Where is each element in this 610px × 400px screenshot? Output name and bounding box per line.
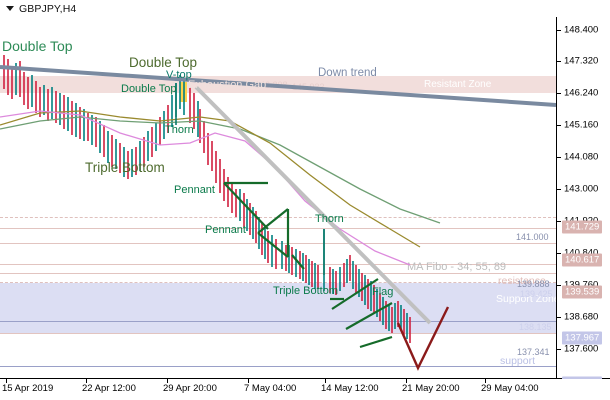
annotation-double-top-3: Double Top bbox=[121, 83, 177, 95]
price-tick bbox=[557, 221, 561, 222]
annotation-thorn-2: Thorn bbox=[315, 213, 344, 225]
time-tick-label: 29 May 04:00 bbox=[481, 383, 539, 394]
time-tick bbox=[406, 379, 407, 383]
price-tag[interactable]: 139.539 bbox=[562, 285, 603, 299]
price-tick bbox=[557, 189, 561, 190]
time-tick-label: 29 Apr 20:00 bbox=[163, 383, 217, 394]
price-tick bbox=[557, 349, 561, 350]
annotation-exhaustion-gap: Exhaustion Gap bbox=[188, 79, 267, 91]
annotation-flag: Flag bbox=[372, 286, 394, 298]
level-line-140617 bbox=[0, 243, 556, 244]
price-tick-label: 140.840 bbox=[564, 248, 598, 259]
level-label-141000: 141.000 bbox=[516, 232, 549, 242]
time-tick-label: 14 May 12:00 bbox=[321, 383, 379, 394]
price-tag[interactable]: 141.729 bbox=[562, 220, 603, 234]
ma-fibo-watermark: MA Fibo - 34; 55; 89 bbox=[407, 261, 507, 273]
symbol-label: GBPJPY,H4 bbox=[19, 2, 77, 15]
annotation-triple-bottom-2: Triple Bottom bbox=[273, 285, 339, 297]
time-tick-label: 22 Apr 12:00 bbox=[82, 383, 136, 394]
price-tick bbox=[557, 285, 561, 286]
ma-34-line bbox=[0, 116, 441, 224]
level-label-139425: 139.425 bbox=[520, 289, 553, 299]
annotation-triple-bottom-1: Triple Bottom bbox=[85, 160, 165, 175]
price-tick bbox=[557, 157, 561, 158]
time-tick bbox=[485, 379, 486, 383]
level-label-138135: 138.135 bbox=[519, 322, 552, 332]
time-tick-label: 7 May 04:00 bbox=[244, 383, 297, 394]
price-tick-label: 143.000 bbox=[564, 183, 599, 195]
price-tick bbox=[557, 125, 561, 126]
time-axis[interactable]: 15 Apr 2019 22 Apr 12:00 29 Apr 20:00 7 May… bbox=[0, 379, 610, 400]
price-tick bbox=[557, 317, 561, 318]
level-line-137967 bbox=[0, 321, 556, 322]
time-axis-line bbox=[0, 378, 610, 379]
price-tick-label: 148.400 bbox=[564, 24, 599, 36]
level-line-141729 bbox=[0, 228, 556, 229]
price-tag[interactable]: 140.617 bbox=[562, 253, 603, 267]
annotation-double-top-2: Double Top bbox=[129, 55, 198, 70]
annotation-thorn-1: Thorn bbox=[165, 124, 194, 136]
chevron-down-icon[interactable] bbox=[6, 6, 14, 11]
price-plot-area[interactable]: Resistant Zone Support Zone resistance s… bbox=[0, 17, 556, 378]
level-line-141000 bbox=[0, 217, 556, 218]
level-line-139425 bbox=[0, 282, 556, 283]
price-tick-label: 147.320 bbox=[564, 55, 599, 67]
price-tick-label: 144.080 bbox=[564, 151, 599, 163]
price-axis[interactable]: 148.400 147.320 146.240 145.160 144.080 143.0… bbox=[557, 17, 610, 390]
price-tick-label: 146.240 bbox=[564, 87, 599, 99]
level-line-136439 bbox=[0, 366, 556, 367]
resistance-side-label: resistance bbox=[498, 275, 546, 287]
time-tick-label: 21 May 20:00 bbox=[402, 383, 460, 394]
price-tick bbox=[557, 93, 561, 94]
price-tick-label: 139.760 bbox=[564, 280, 598, 291]
annotation-double-top-1: Double Top bbox=[2, 38, 73, 54]
price-tag[interactable]: 137.967 bbox=[562, 331, 603, 345]
level-line-139760 bbox=[0, 273, 556, 274]
price-tick-label: 137.600 bbox=[564, 343, 599, 355]
annotation-pennant-2: Pennant bbox=[205, 224, 246, 236]
level-label-145933: 145.933 bbox=[292, 82, 325, 92]
level-label-139888: 139.888 bbox=[517, 279, 550, 289]
time-tick bbox=[86, 379, 87, 383]
level-line-137341 bbox=[0, 333, 556, 334]
time-tick-label: 15 Apr 2019 bbox=[2, 383, 54, 394]
annotation-v-top: V-top bbox=[166, 69, 192, 81]
exhaustion-gap-marker bbox=[180, 82, 187, 102]
time-tick bbox=[6, 379, 7, 383]
level-label-137341: 137.341 bbox=[517, 347, 550, 357]
time-tick bbox=[167, 379, 168, 383]
annotation-down-trend: Down trend bbox=[318, 67, 377, 79]
support-zone-label: Support Zone bbox=[496, 293, 556, 305]
price-tick-label: 138.680 bbox=[564, 311, 599, 323]
price-tick bbox=[557, 30, 561, 31]
price-axis-line bbox=[556, 17, 557, 378]
price-tick bbox=[557, 61, 561, 62]
annotation-pennant-1: Pennant bbox=[174, 184, 215, 196]
symbol-bar[interactable]: GBPJPY,H4 bbox=[0, 0, 610, 17]
support-side-label: support bbox=[500, 355, 536, 367]
price-tick bbox=[557, 253, 561, 254]
time-tick bbox=[325, 379, 326, 383]
price-tick-label: 145.160 bbox=[564, 119, 599, 131]
thorn-markers bbox=[175, 83, 325, 275]
resistant-zone-label: Resistant Zone bbox=[424, 79, 492, 90]
time-tick bbox=[248, 379, 249, 383]
